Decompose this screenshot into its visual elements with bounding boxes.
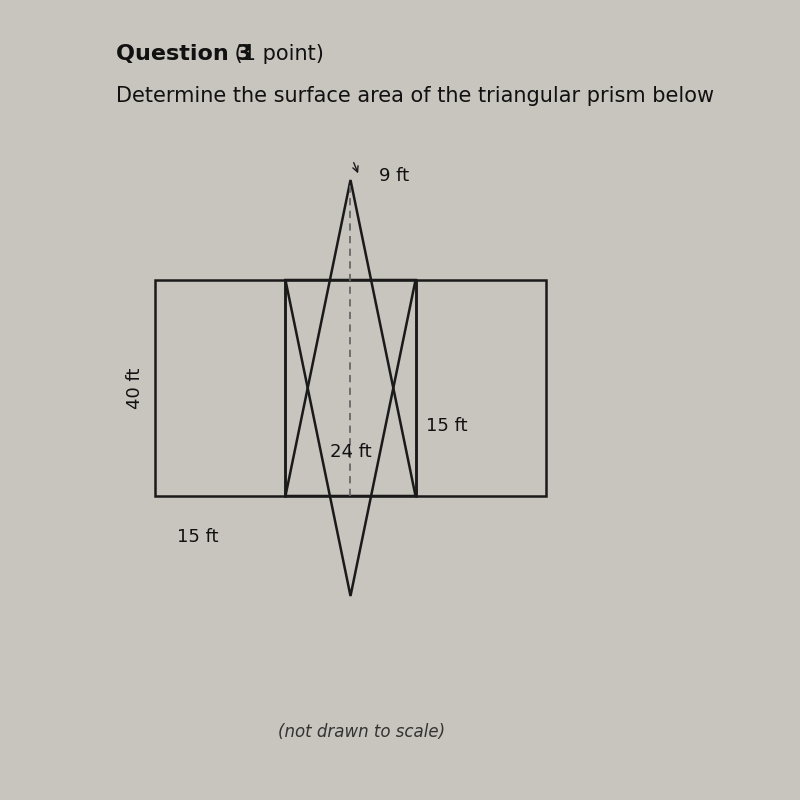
Text: 15 ft: 15 ft [426, 417, 468, 435]
Text: 9 ft: 9 ft [379, 167, 410, 185]
Text: 24 ft: 24 ft [330, 443, 371, 461]
Text: (not drawn to scale): (not drawn to scale) [278, 723, 445, 741]
Text: 15 ft: 15 ft [177, 528, 218, 546]
Text: (1 point): (1 point) [228, 44, 323, 64]
Text: Determine the surface area of the triangular prism below: Determine the surface area of the triang… [116, 86, 714, 106]
Text: 40 ft: 40 ft [126, 367, 144, 409]
Text: Question 3: Question 3 [116, 44, 251, 64]
